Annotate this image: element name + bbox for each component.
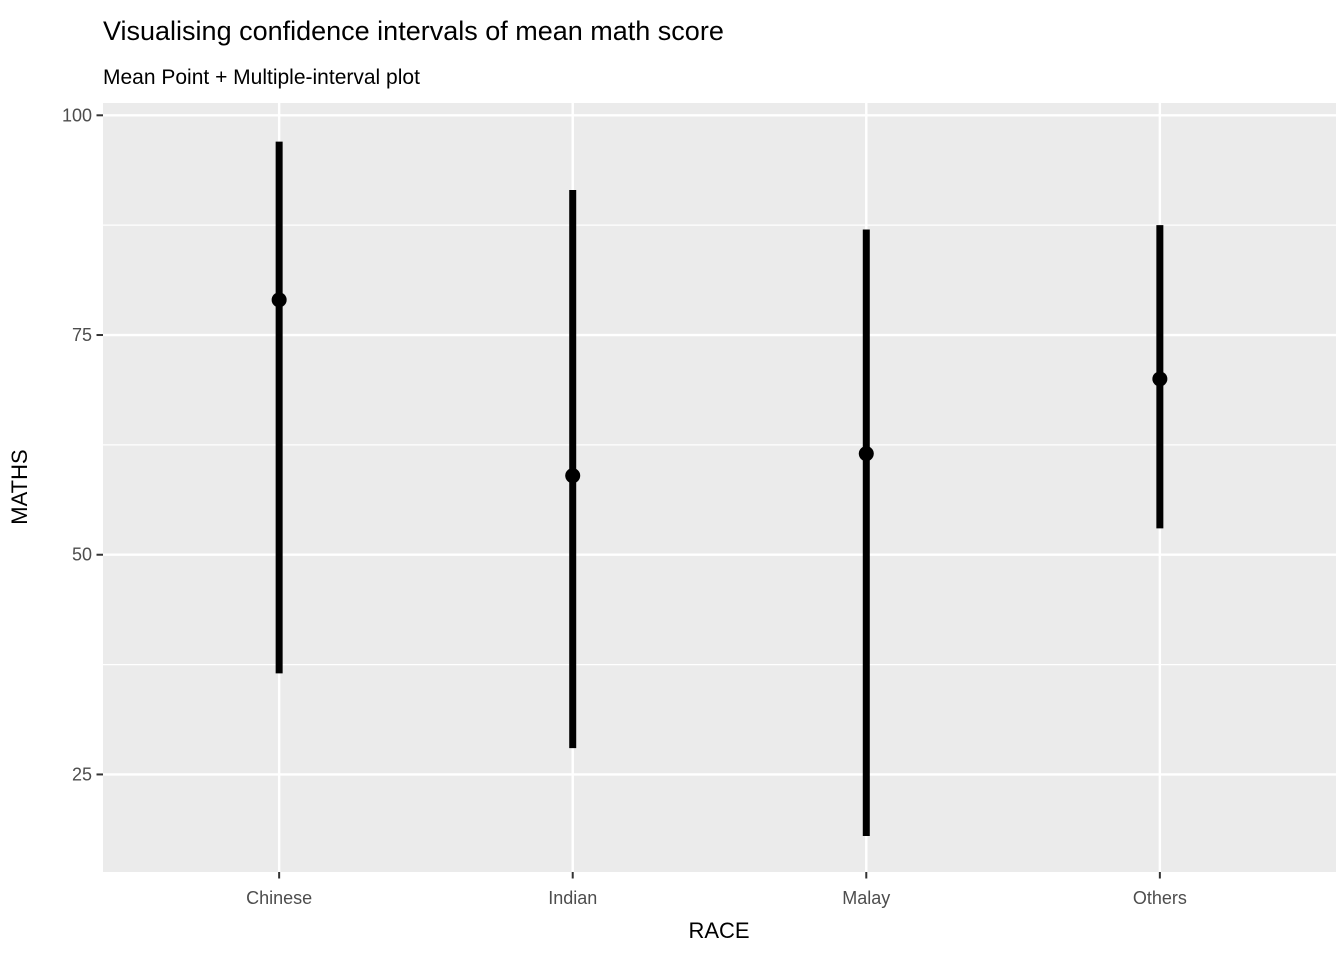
chart-title: Visualising confidence intervals of mean…	[103, 16, 724, 46]
y-axis-tick-labels: 25 50 75 100	[62, 105, 92, 784]
mean-point-malay	[858, 446, 874, 462]
x-axis-title: RACE	[688, 918, 749, 943]
y-tick-label-75: 75	[72, 325, 92, 345]
y-tick-label-100: 100	[62, 105, 92, 125]
plot-panel	[103, 103, 1336, 872]
mean-point-others	[1152, 371, 1168, 387]
y-tick-label-50: 50	[72, 545, 92, 565]
x-tick-label-malay: Malay	[842, 888, 890, 908]
y-tick-label-25: 25	[72, 764, 92, 784]
chart-subtitle: Mean Point + Multiple-interval plot	[103, 66, 420, 89]
y-axis-ticks	[96, 114, 103, 776]
x-tick-label-chinese: Chinese	[246, 888, 312, 908]
mean-point-indian	[565, 468, 581, 484]
x-axis-ticks	[278, 872, 1161, 879]
y-axis-title: MATHS	[7, 449, 32, 524]
x-axis-tick-labels: Chinese Indian Malay Others	[246, 888, 1187, 908]
x-tick-label-others: Others	[1133, 888, 1187, 908]
major-gridlines	[103, 114, 1336, 776]
x-tick-label-indian: Indian	[548, 888, 597, 908]
minor-gridlines	[103, 224, 1336, 666]
mean-point-chinese	[271, 292, 287, 308]
mean-points	[271, 292, 1168, 484]
